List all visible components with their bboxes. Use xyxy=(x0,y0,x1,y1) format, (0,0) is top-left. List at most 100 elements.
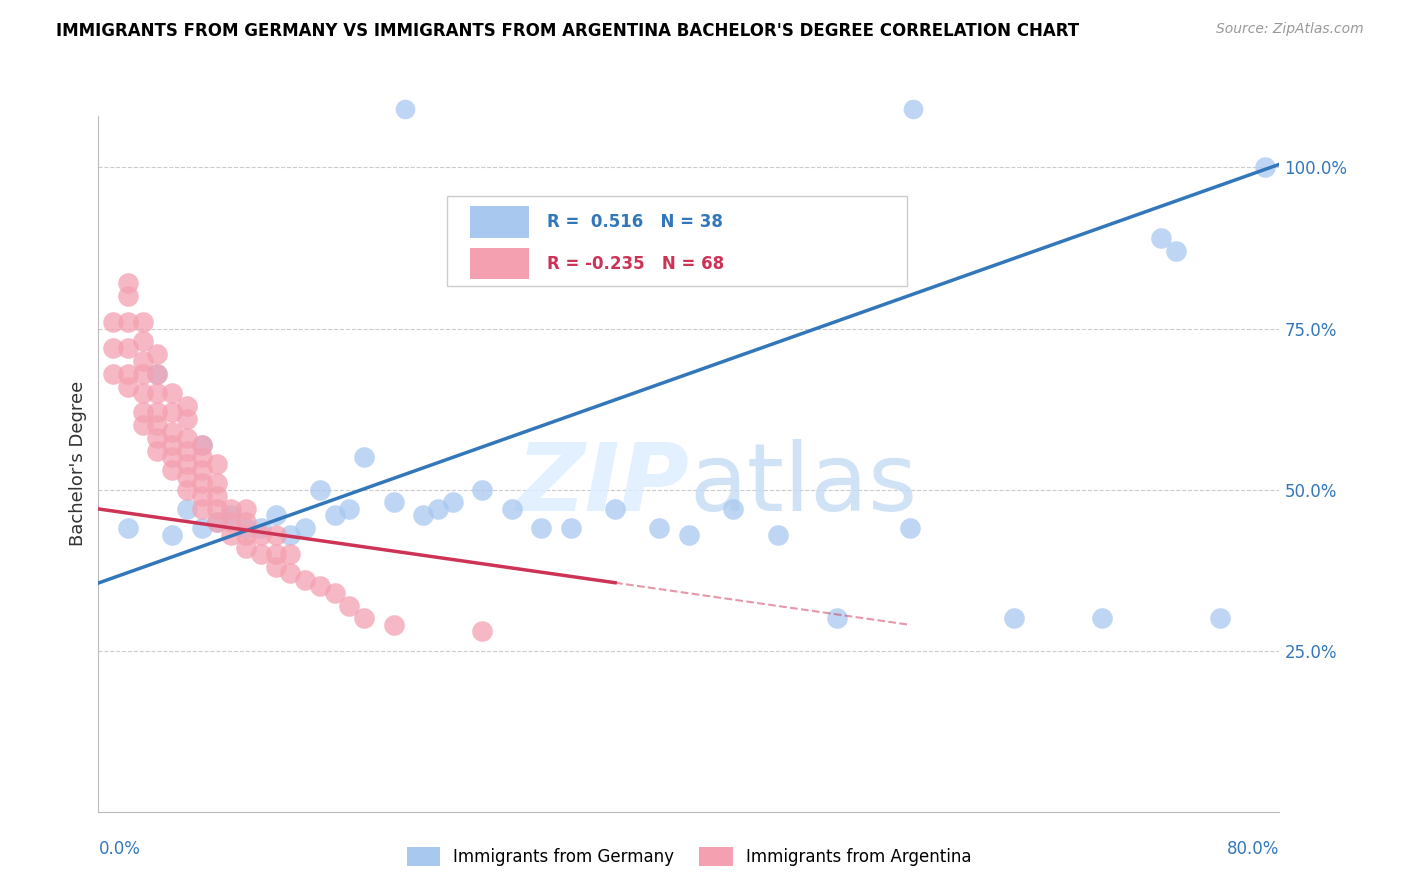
Point xyxy=(191,489,214,503)
Point xyxy=(132,315,155,329)
Legend: Immigrants from Germany, Immigrants from Argentina: Immigrants from Germany, Immigrants from… xyxy=(399,840,979,873)
Point xyxy=(103,315,125,329)
Point xyxy=(501,502,523,516)
Point xyxy=(250,521,273,535)
Point xyxy=(132,367,155,381)
Point xyxy=(132,353,155,368)
Point xyxy=(219,515,242,529)
Point xyxy=(264,527,287,541)
Point xyxy=(205,489,228,503)
Point xyxy=(219,508,242,523)
Text: R =  0.516   N = 38: R = 0.516 N = 38 xyxy=(547,213,723,231)
Point xyxy=(132,386,155,401)
Point xyxy=(339,599,360,613)
Point xyxy=(323,508,346,523)
Point xyxy=(117,341,139,355)
Point xyxy=(191,463,214,477)
Point xyxy=(471,154,494,169)
Point xyxy=(235,541,257,555)
Point xyxy=(427,502,450,516)
Point xyxy=(339,502,360,516)
Point xyxy=(162,386,183,401)
Point xyxy=(264,547,287,561)
Point xyxy=(162,437,183,451)
Point xyxy=(723,502,745,516)
Point xyxy=(191,502,214,516)
Text: ZIP: ZIP xyxy=(516,439,689,531)
Point xyxy=(146,386,169,401)
Bar xyxy=(471,206,530,237)
Point xyxy=(825,611,848,625)
Point xyxy=(117,315,139,329)
Point xyxy=(648,521,671,535)
Point xyxy=(146,347,169,361)
Point xyxy=(1150,231,1173,245)
Point xyxy=(146,367,169,381)
Point xyxy=(117,289,139,303)
Point xyxy=(219,527,242,541)
Point xyxy=(162,463,183,477)
Point xyxy=(191,476,214,491)
Point xyxy=(146,444,169,458)
Point xyxy=(309,579,332,593)
FancyBboxPatch shape xyxy=(447,196,907,286)
Point xyxy=(560,521,582,535)
Point xyxy=(530,521,553,535)
Point xyxy=(1105,154,1128,169)
Point xyxy=(176,431,198,445)
Point xyxy=(235,527,257,541)
Point xyxy=(205,476,228,491)
Point xyxy=(766,527,789,541)
Point xyxy=(605,502,627,516)
Point xyxy=(205,457,228,471)
Point xyxy=(1209,611,1232,625)
Point xyxy=(294,573,316,587)
Point xyxy=(235,515,257,529)
Point xyxy=(191,450,214,465)
Point xyxy=(205,515,228,529)
Point xyxy=(146,431,169,445)
Point xyxy=(250,547,273,561)
Point xyxy=(441,495,464,509)
Point xyxy=(132,405,155,419)
Point xyxy=(146,367,169,381)
Point xyxy=(117,379,139,393)
Point xyxy=(353,611,375,625)
Point xyxy=(250,527,273,541)
Point xyxy=(1164,244,1187,259)
Point xyxy=(278,566,302,581)
Text: R = -0.235   N = 68: R = -0.235 N = 68 xyxy=(547,255,724,273)
Point xyxy=(309,483,332,497)
Point xyxy=(235,521,257,535)
Point xyxy=(103,341,125,355)
Point xyxy=(353,450,375,465)
Point xyxy=(176,411,198,425)
Point xyxy=(278,547,302,561)
Point xyxy=(146,418,169,433)
Point xyxy=(103,367,125,381)
Point xyxy=(1091,611,1114,625)
Point xyxy=(146,405,169,419)
Point xyxy=(264,560,287,574)
Point xyxy=(678,527,700,541)
Point xyxy=(132,334,155,349)
Point xyxy=(205,502,228,516)
Text: atlas: atlas xyxy=(689,439,917,531)
Text: Source: ZipAtlas.com: Source: ZipAtlas.com xyxy=(1216,22,1364,37)
Point xyxy=(117,367,139,381)
Point xyxy=(117,277,139,291)
Point xyxy=(1254,161,1277,175)
Point xyxy=(900,521,922,535)
Point xyxy=(191,437,214,451)
Point xyxy=(235,502,257,516)
Bar xyxy=(471,248,530,279)
Point xyxy=(176,483,198,497)
Point xyxy=(117,521,139,535)
Point xyxy=(278,527,302,541)
Point xyxy=(191,437,214,451)
Text: 80.0%: 80.0% xyxy=(1227,839,1279,857)
Point xyxy=(382,495,405,509)
Point xyxy=(162,450,183,465)
Point xyxy=(176,444,198,458)
Point xyxy=(191,521,214,535)
